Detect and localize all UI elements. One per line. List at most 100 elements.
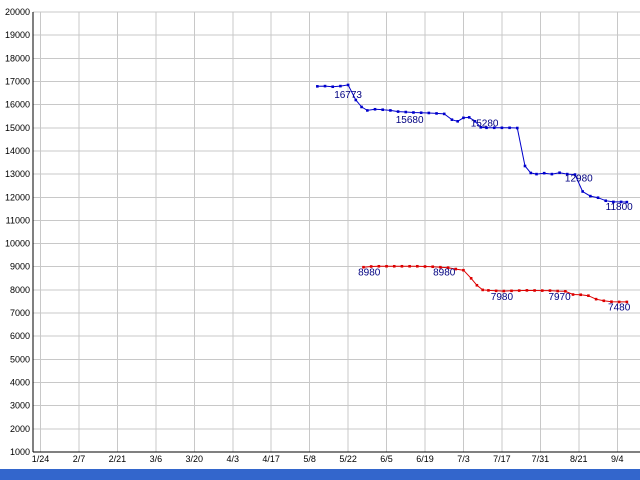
data-point-marker: [587, 294, 590, 297]
data-point-marker: [556, 289, 559, 293]
x-tick-label: 6/19: [416, 454, 434, 464]
data-point-marker: [366, 109, 369, 112]
data-point-marker: [396, 110, 400, 113]
x-tick-label: 3/6: [150, 454, 163, 464]
data-point-marker: [610, 300, 613, 304]
y-tick-label: 1000: [10, 447, 30, 457]
data-point-marker: [604, 199, 608, 203]
data-point-marker: [377, 264, 381, 268]
x-tick-label: 1/24: [32, 454, 50, 464]
x-tick-label: 2/21: [109, 454, 127, 464]
data-point-marker: [508, 126, 511, 130]
x-tick-label: 9/4: [611, 454, 624, 464]
data-point-marker: [446, 266, 450, 269]
x-tick-label: 6/5: [380, 454, 393, 464]
data-point-marker: [565, 172, 569, 176]
price-annotation-label: 15680: [396, 115, 424, 126]
x-tick-label: 5/22: [339, 454, 357, 464]
data-point-marker: [548, 289, 552, 292]
data-point-marker: [612, 200, 615, 204]
price-history-chart: 20000 19000 18000 17000 16000 15000 14000 13000…: [5, 7, 640, 464]
bottom-window-edge-bar: [0, 469, 640, 480]
y-tick-label: 13000: [5, 169, 30, 179]
data-point-marker: [369, 265, 373, 268]
y-tick-label: 7000: [10, 308, 30, 318]
data-point-marker: [373, 107, 377, 111]
y-tick-label: 20000: [5, 7, 30, 17]
data-point-marker: [419, 111, 423, 115]
data-point-marker: [360, 105, 363, 109]
data-point-marker: [454, 267, 458, 271]
data-point-marker: [462, 268, 465, 272]
y-tick-label: 19000: [5, 30, 30, 40]
data-point-marker: [392, 264, 396, 268]
price-annotation-label: 7980: [491, 292, 514, 303]
price-annotation-label: 8980: [433, 267, 456, 278]
data-point-marker: [517, 289, 521, 292]
y-tick-label: 5000: [10, 354, 30, 364]
y-tick-label: 4000: [10, 378, 30, 388]
data-point-marker: [487, 289, 490, 292]
x-tick-label: 4/17: [262, 454, 280, 464]
y-tick-label: 14000: [5, 146, 30, 156]
x-tick-label: 7/31: [532, 454, 550, 464]
data-point-marker: [502, 289, 506, 293]
y-tick-label: 9000: [10, 262, 30, 272]
data-point-marker: [473, 120, 477, 123]
data-point-marker: [475, 283, 479, 287]
data-point-marker: [316, 85, 319, 88]
data-point-marker: [481, 288, 484, 292]
data-point-marker: [535, 172, 538, 176]
data-point-marker: [500, 126, 504, 130]
x-tick-label: 2/7: [73, 454, 86, 464]
data-point-marker: [573, 173, 577, 176]
data-point-marker: [423, 265, 427, 268]
data-point-marker: [625, 300, 629, 304]
data-point-marker: [485, 126, 488, 130]
data-point-marker: [525, 289, 529, 292]
x-tick-label: 5/8: [303, 454, 316, 464]
price-annotation-label: 12980: [565, 174, 593, 185]
data-point-marker: [479, 126, 483, 129]
x-tick-label: 8/21: [570, 454, 588, 464]
price-annotation-label: 7480: [608, 303, 631, 314]
data-point-marker: [400, 264, 404, 268]
data-point-marker: [381, 108, 385, 112]
data-point-marker: [540, 289, 544, 292]
data-point-marker: [571, 293, 575, 296]
y-tick-label: 10000: [5, 239, 30, 249]
data-point-marker: [339, 84, 342, 88]
data-point-marker: [596, 196, 600, 200]
data-point-marker: [456, 120, 459, 123]
data-point-marker: [354, 98, 358, 102]
data-point-marker: [431, 265, 434, 269]
data-point-marker: [594, 297, 598, 301]
data-point-marker: [385, 264, 388, 268]
data-point-marker: [494, 289, 498, 293]
price-annotation-label: 16773: [334, 90, 362, 101]
x-tick-label: 7/17: [493, 454, 511, 464]
y-tick-label: 2000: [10, 424, 30, 434]
price-annotation-label: 11800: [606, 202, 634, 213]
data-point-marker: [579, 293, 583, 297]
price-annotation-label: 15280: [471, 119, 499, 130]
data-point-marker: [602, 299, 606, 303]
data-point-marker: [529, 171, 533, 175]
x-tick-label: 4/3: [226, 454, 239, 464]
y-tick-label: 11000: [6, 215, 30, 225]
data-point-marker: [467, 116, 471, 119]
data-point-marker: [416, 264, 419, 268]
y-tick-label: 15000: [5, 123, 30, 133]
data-point-marker: [427, 111, 431, 115]
data-point-marker: [323, 84, 327, 88]
data-point-marker: [346, 83, 350, 87]
data-point-marker: [389, 109, 392, 112]
data-point-marker: [510, 289, 513, 293]
data-point-marker: [331, 85, 335, 89]
data-point-marker: [558, 171, 561, 175]
data-point-marker: [412, 111, 415, 114]
x-tick-label: 7/3: [457, 454, 470, 464]
data-point-marker: [439, 265, 442, 269]
data-point-marker: [492, 126, 496, 130]
